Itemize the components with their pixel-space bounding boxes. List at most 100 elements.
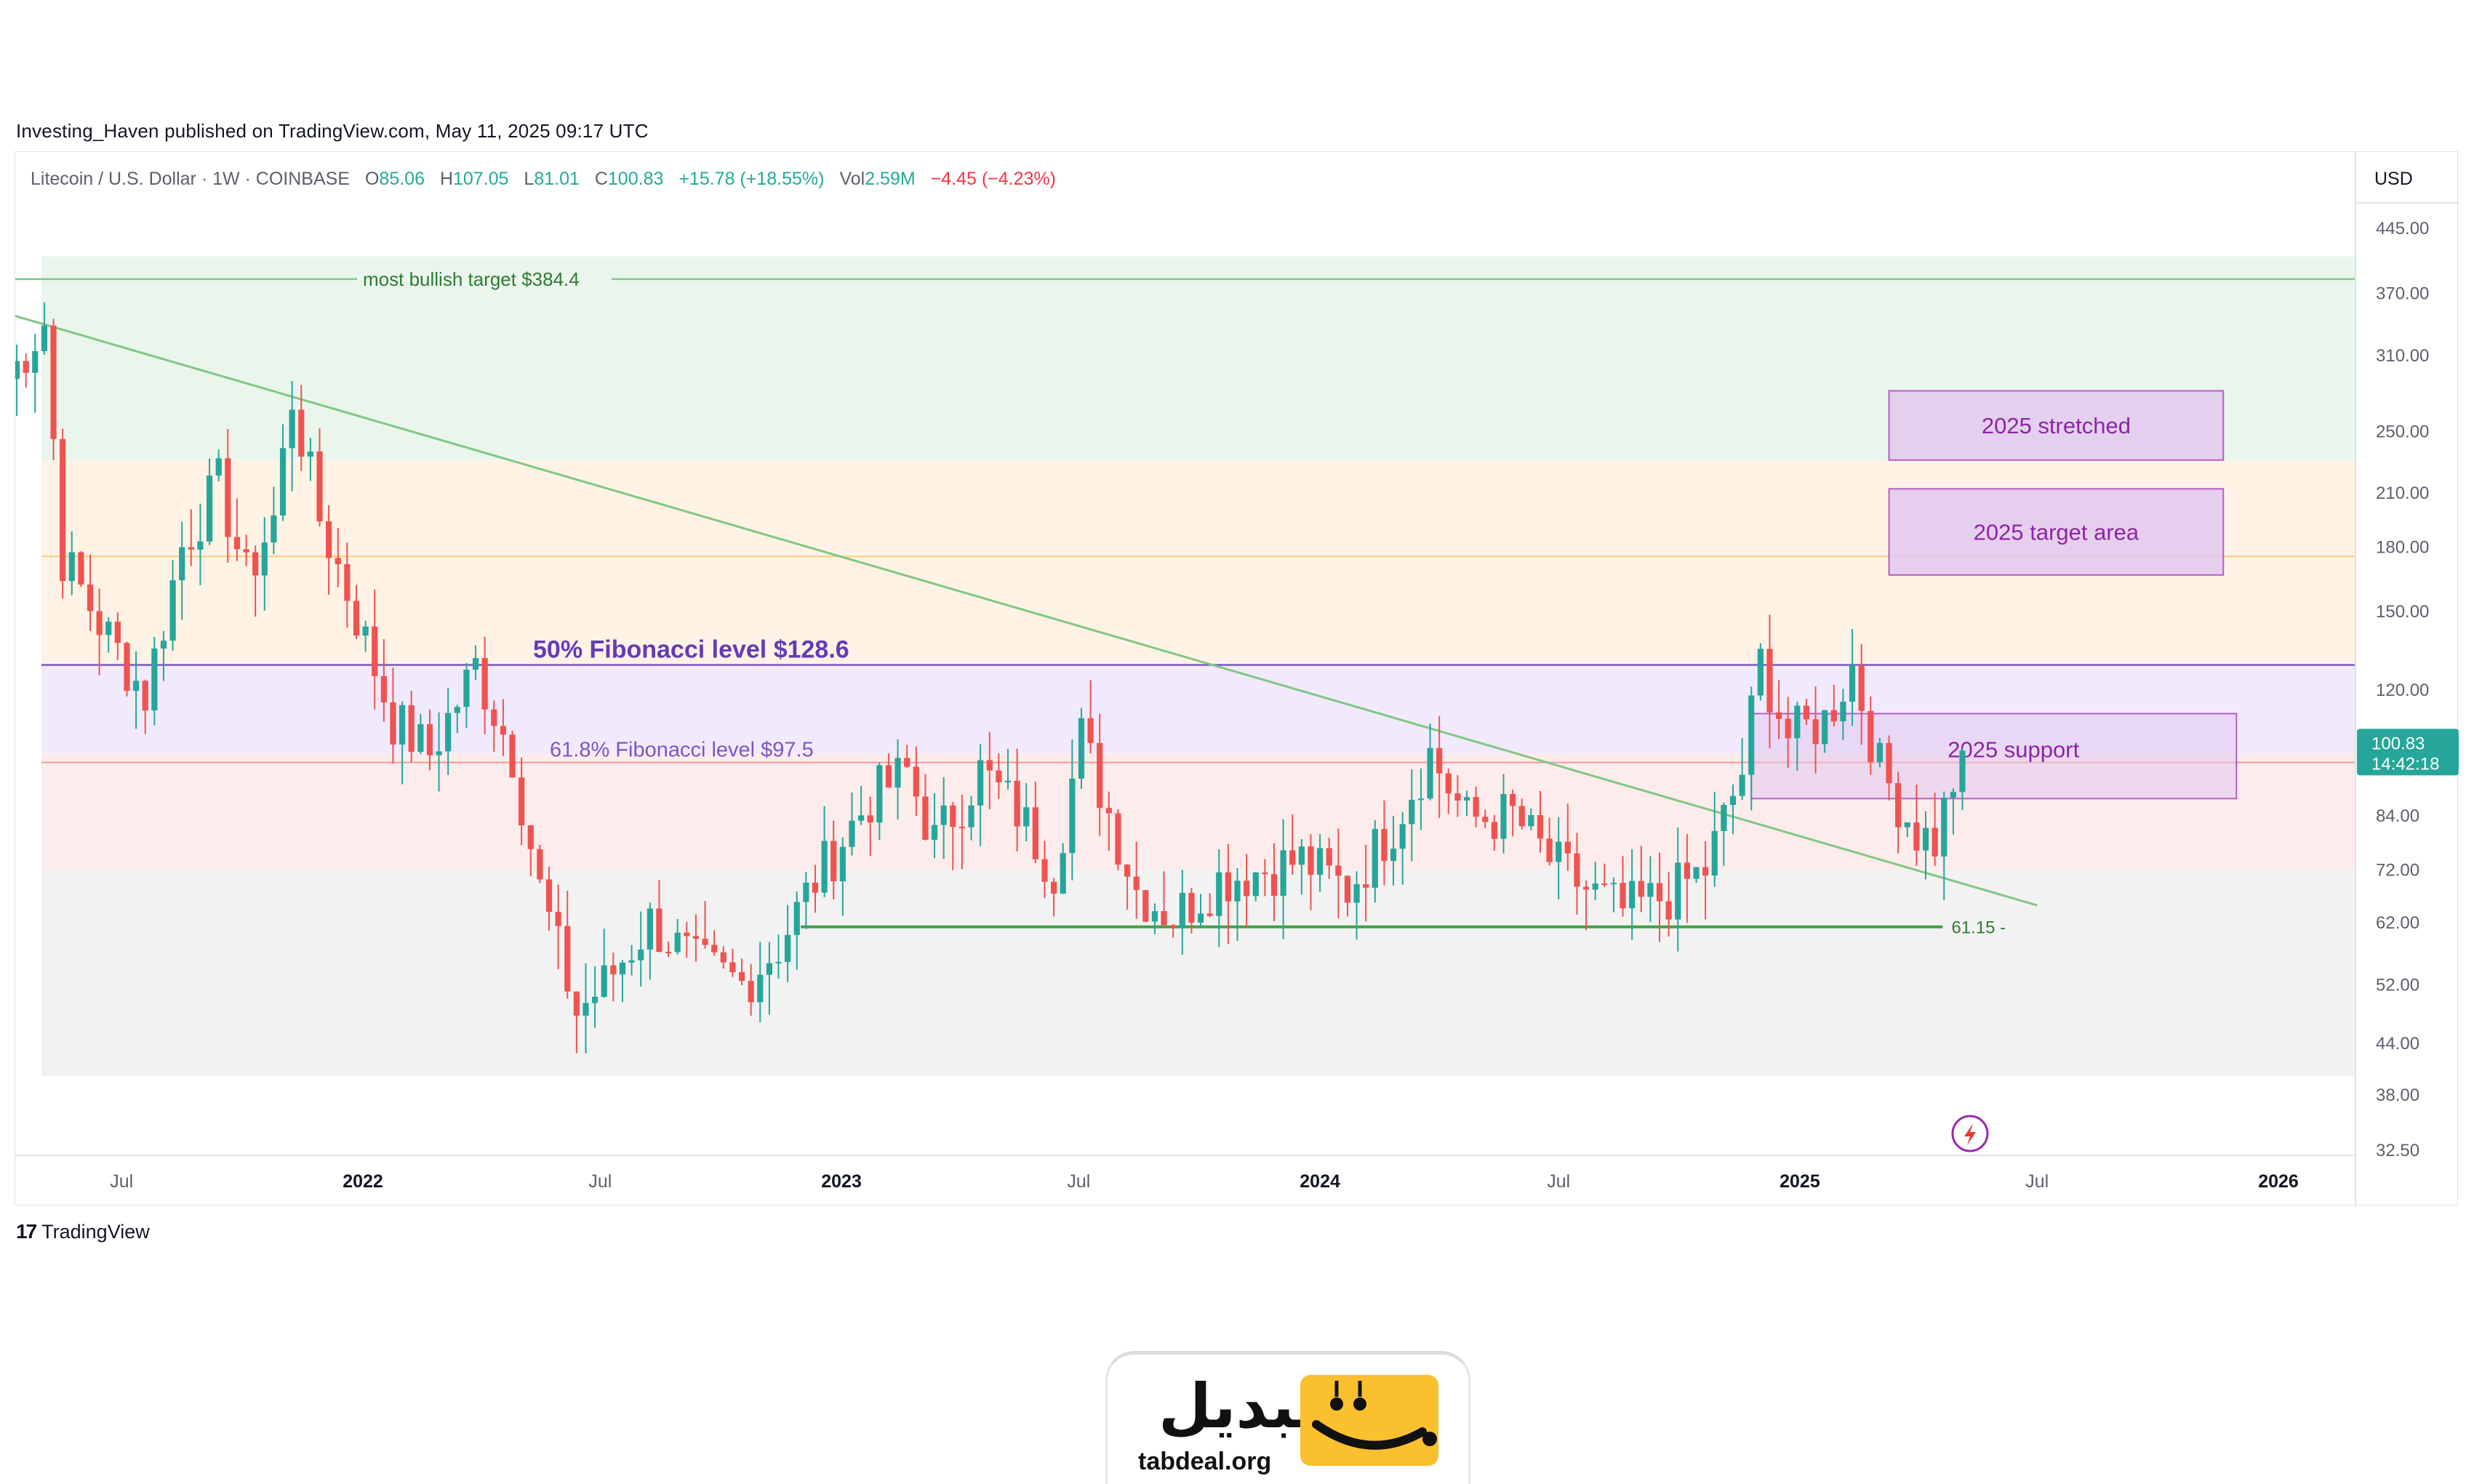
candle-body[interactable] <box>555 912 561 926</box>
candle-body[interactable] <box>23 361 29 373</box>
candle-body[interactable] <box>1702 867 1709 876</box>
candle-body[interactable] <box>849 820 855 847</box>
candle-body[interactable] <box>1592 883 1598 890</box>
candle-body[interactable] <box>1895 783 1902 827</box>
candle-body[interactable] <box>1803 705 1810 720</box>
candle-body[interactable] <box>500 726 507 735</box>
candle-body[interactable] <box>1216 872 1222 916</box>
candle-body[interactable] <box>151 648 158 711</box>
candle-body[interactable] <box>1316 848 1324 875</box>
candle-body[interactable] <box>1794 705 1801 739</box>
candle-body[interactable] <box>1867 710 1874 763</box>
candle-body[interactable] <box>289 409 295 449</box>
symbol-name[interactable]: Litecoin / U.S. Dollar · 1W · COINBASE <box>31 169 351 189</box>
candle-body[interactable] <box>1922 827 1929 851</box>
candle-body[interactable] <box>1252 873 1259 897</box>
candle-body[interactable] <box>628 960 635 963</box>
candle-body[interactable] <box>1289 850 1296 865</box>
candle-body[interactable] <box>335 558 341 564</box>
candle-body[interactable] <box>243 549 249 553</box>
candle-body[interactable] <box>1151 911 1158 922</box>
candle-body[interactable] <box>564 926 571 992</box>
candle-body[interactable] <box>41 325 48 351</box>
candle-body[interactable] <box>1390 849 1397 862</box>
candle-body[interactable] <box>1931 827 1938 857</box>
candle-body[interactable] <box>1087 718 1094 743</box>
candle-body[interactable] <box>1812 719 1819 745</box>
candle-body[interactable] <box>519 777 525 826</box>
candle-body[interactable] <box>1014 780 1020 827</box>
candle-body[interactable] <box>545 879 553 913</box>
candle-body[interactable] <box>1041 859 1048 882</box>
candle-body[interactable] <box>1097 742 1103 809</box>
candle-body[interactable] <box>1904 822 1910 827</box>
candle-body[interactable] <box>426 723 433 755</box>
candle-body[interactable] <box>1950 792 1956 798</box>
candle-body[interactable] <box>1886 742 1892 784</box>
candle-body[interactable] <box>399 705 406 745</box>
candle-body[interactable] <box>1721 804 1727 831</box>
candle-body[interactable] <box>160 641 167 649</box>
candle-body[interactable] <box>133 681 140 691</box>
candle-body[interactable] <box>857 815 865 821</box>
candle-body[interactable] <box>1785 718 1791 739</box>
candle-body[interactable] <box>646 908 653 950</box>
candle-body[interactable] <box>894 758 901 788</box>
candle-body[interactable] <box>1518 806 1525 827</box>
candle-body[interactable] <box>527 825 534 849</box>
candle-body[interactable] <box>1729 795 1737 805</box>
candle-body[interactable] <box>573 991 580 1016</box>
candle-body[interactable] <box>1665 901 1672 920</box>
candle-body[interactable] <box>793 902 800 935</box>
candle-body[interactable] <box>1941 798 1947 857</box>
candle-body[interactable] <box>50 325 57 439</box>
candle-body[interactable] <box>326 521 332 558</box>
candle-body[interactable] <box>1601 883 1608 886</box>
candle-body[interactable] <box>720 952 726 963</box>
candle-body[interactable] <box>1004 780 1012 782</box>
candle-body[interactable] <box>968 805 974 827</box>
candle-body[interactable] <box>1115 813 1121 865</box>
candle-body[interactable] <box>738 972 745 982</box>
candle-body[interactable] <box>1060 853 1066 894</box>
candle-body[interactable] <box>1913 822 1920 851</box>
candle-body[interactable] <box>1766 649 1773 713</box>
candle-body[interactable] <box>353 601 360 636</box>
candle-body[interactable] <box>390 702 396 745</box>
candle-body[interactable] <box>1188 893 1195 923</box>
candle-body[interactable] <box>638 949 644 960</box>
candle-body[interactable] <box>940 805 947 825</box>
candle-body[interactable] <box>408 705 415 753</box>
candle-body[interactable] <box>316 452 323 522</box>
candle-body[interactable] <box>1179 893 1185 928</box>
tradingview-brand[interactable]: 17 TradingView <box>16 1220 150 1243</box>
candle-body[interactable] <box>1133 876 1140 891</box>
candle-body[interactable] <box>867 815 873 823</box>
annotation-box-1[interactable] <box>1888 488 2225 576</box>
candle-body[interactable] <box>711 944 718 952</box>
candle-body[interactable] <box>1822 710 1828 745</box>
candle-body[interactable] <box>60 438 66 582</box>
candle-body[interactable] <box>481 658 488 710</box>
candle-body[interactable] <box>619 962 626 975</box>
candle-body[interactable] <box>748 981 754 1003</box>
candle-body[interactable] <box>1473 797 1479 817</box>
candle-body[interactable] <box>1454 793 1461 801</box>
candle-body[interactable] <box>78 552 84 585</box>
candle-body[interactable] <box>179 547 185 581</box>
candle-body[interactable] <box>1711 830 1718 876</box>
candle-body[interactable] <box>1840 702 1846 722</box>
candle-body[interactable] <box>1445 773 1452 794</box>
candle-body[interactable] <box>1739 774 1745 796</box>
candle-body[interactable] <box>142 681 148 711</box>
candle-body[interactable] <box>1675 862 1681 920</box>
candle-body[interactable] <box>1849 665 1856 702</box>
candle-body[interactable] <box>876 765 883 823</box>
candle-body[interactable] <box>1776 712 1782 719</box>
candle-body[interactable] <box>344 563 351 601</box>
candle-body[interactable] <box>188 547 194 550</box>
candle-body[interactable] <box>812 882 819 893</box>
candle-body[interactable] <box>950 805 956 827</box>
candle-body[interactable] <box>169 580 176 641</box>
candle-body[interactable] <box>1051 881 1057 894</box>
